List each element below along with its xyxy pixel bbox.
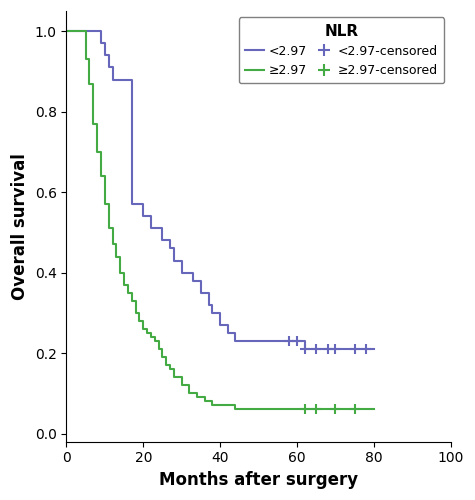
Point xyxy=(313,406,320,413)
Point xyxy=(351,345,359,353)
Point xyxy=(332,406,339,413)
Point xyxy=(351,406,359,413)
Y-axis label: Overall survival: Overall survival xyxy=(11,153,29,300)
Point xyxy=(324,345,332,353)
Point xyxy=(293,337,301,345)
Point xyxy=(301,345,308,353)
Point xyxy=(301,406,308,413)
Point xyxy=(332,345,339,353)
Point xyxy=(362,345,370,353)
Legend: <2.97, ≥2.97, <2.97-censored, ≥2.97-censored: <2.97, ≥2.97, <2.97-censored, ≥2.97-cens… xyxy=(238,18,445,84)
Point xyxy=(313,345,320,353)
Point xyxy=(285,337,293,345)
X-axis label: Months after surgery: Months after surgery xyxy=(159,471,358,489)
